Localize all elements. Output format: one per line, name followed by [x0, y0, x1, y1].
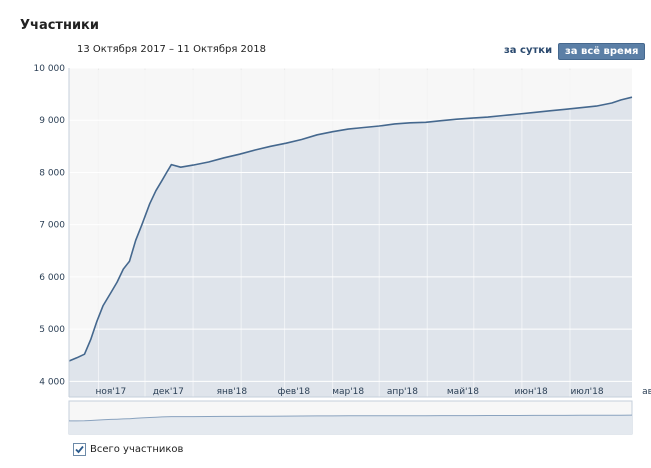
y-tick-label: 10 000 — [34, 64, 66, 74]
navigator-line — [69, 414, 633, 422]
x-tick-label: ноя'17 — [96, 387, 127, 397]
x-tick-label: апр'18 — [387, 387, 418, 397]
y-tick-label: 7 000 — [39, 221, 65, 231]
legend-label: Всего участников — [90, 444, 184, 455]
y-tick-label: 5 000 — [39, 325, 65, 335]
all-time-button[interactable]: за всё время — [558, 43, 646, 60]
series-line — [68, 96, 633, 362]
x-tick-label: дек'17 — [153, 387, 184, 397]
x-tick-label: июл'18 — [570, 387, 603, 397]
x-tick-label: мар'18 — [332, 387, 364, 397]
x-tick-label: июн'18 — [515, 387, 549, 397]
y-tick-label: 4 000 — [39, 377, 65, 387]
page-title: Участники — [20, 18, 99, 33]
x-tick-label: май'18 — [447, 387, 479, 397]
x-tick-label: авг'18 — [642, 387, 651, 397]
x-tick-label: фев'18 — [278, 387, 311, 397]
y-tick-label: 8 000 — [39, 168, 65, 178]
date-range: 13 Октября 2017 – 11 Октября 2018 — [77, 44, 266, 55]
legend-checkbox[interactable] — [73, 443, 86, 456]
y-tick-label: 9 000 — [39, 116, 65, 126]
x-tick-label: янв'18 — [217, 387, 248, 397]
checkmark-icon — [75, 445, 84, 454]
per-day-button[interactable]: за сутки — [504, 45, 553, 56]
legend-total-members[interactable]: Всего участников — [73, 443, 183, 456]
y-tick-label: 6 000 — [39, 273, 65, 283]
navigator-area — [69, 415, 632, 434]
